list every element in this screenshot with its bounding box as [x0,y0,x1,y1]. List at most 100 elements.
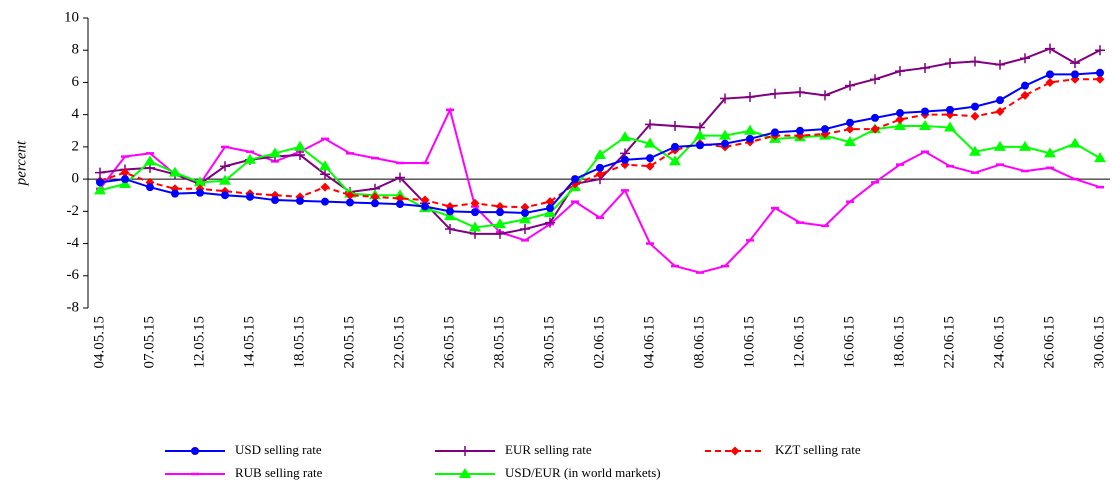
marker [1044,147,1056,158]
marker [1020,90,1030,100]
marker [995,106,1005,116]
marker [94,184,106,195]
marker [844,136,856,147]
marker [320,182,330,192]
y-tick-label: 0 [72,171,80,187]
series-line [99,47,1101,235]
marker [545,197,555,207]
marker [321,197,329,206]
marker [945,58,955,69]
legend-label: KZT selling rate [775,442,861,457]
marker [471,208,479,217]
marker [770,88,780,99]
marker [520,224,530,235]
marker [1096,68,1104,77]
marker [946,105,954,114]
marker [870,124,880,134]
marker [520,202,530,212]
marker [219,174,231,185]
x-tick-label: 18.06.15 [891,316,907,369]
marker [1046,70,1054,79]
marker [994,140,1006,151]
legend-label: RUB selling rate [235,465,323,480]
x-tick-label: 04.05.15 [91,316,107,369]
marker [221,191,229,200]
marker [820,90,830,101]
marker [1019,140,1031,151]
legend-label: USD selling rate [235,442,322,457]
x-tick-label: 08.06.15 [691,316,707,369]
marker [144,155,156,166]
marker [494,218,506,229]
x-tick-label: 22.05.15 [391,316,407,369]
marker [920,62,930,73]
marker [745,91,755,102]
y-tick-label: -8 [67,299,80,315]
marker [171,189,179,198]
marker [495,228,505,239]
marker [595,169,605,179]
marker [730,446,740,456]
marker [194,176,206,187]
marker [295,149,305,160]
marker [944,121,956,132]
marker [191,447,199,455]
marker [919,119,931,130]
marker [546,204,554,213]
marker [971,102,979,111]
x-tick-label: 26.06.15 [1041,316,1057,369]
x-tick-label: 07.05.15 [141,316,157,369]
marker [95,167,105,178]
marker [1045,77,1055,87]
marker [996,96,1004,105]
x-tick-label: 30.06.15 [1091,316,1107,369]
marker [294,140,306,151]
marker [821,125,829,134]
y-tick-label: -6 [67,267,80,283]
marker [696,141,704,150]
marker [545,217,555,228]
marker [571,175,579,184]
marker [96,178,104,187]
marker [470,198,480,208]
marker [646,154,654,163]
marker [519,213,531,224]
marker [645,119,655,130]
marker [669,155,681,166]
marker [120,168,130,178]
y-tick-label: -2 [67,203,80,219]
y-axis-label: percent [13,140,29,186]
marker [671,142,679,151]
marker [246,192,254,201]
marker [670,120,680,131]
marker [459,468,471,478]
marker [871,113,879,122]
marker [721,139,729,148]
x-tick-label: 30.05.15 [541,316,557,369]
marker [694,129,706,140]
marker [619,131,631,142]
x-tick-label: 12.06.15 [791,316,807,369]
marker [845,124,855,134]
marker [521,208,529,217]
marker [870,74,880,85]
x-tick-label: 04.06.15 [641,316,657,369]
marker [1094,152,1106,163]
marker [220,161,230,172]
marker [395,172,405,183]
x-tick-label: 16.06.15 [841,316,857,369]
marker [1020,53,1030,64]
marker [644,137,656,148]
marker [969,145,981,156]
marker [370,192,380,202]
marker [319,160,331,171]
marker [846,118,854,127]
marker [1095,74,1105,84]
marker [495,202,505,211]
marker [496,208,504,217]
marker [1070,58,1080,69]
x-tick-label: 14.05.15 [241,316,257,369]
marker [371,199,379,208]
marker [146,183,154,192]
